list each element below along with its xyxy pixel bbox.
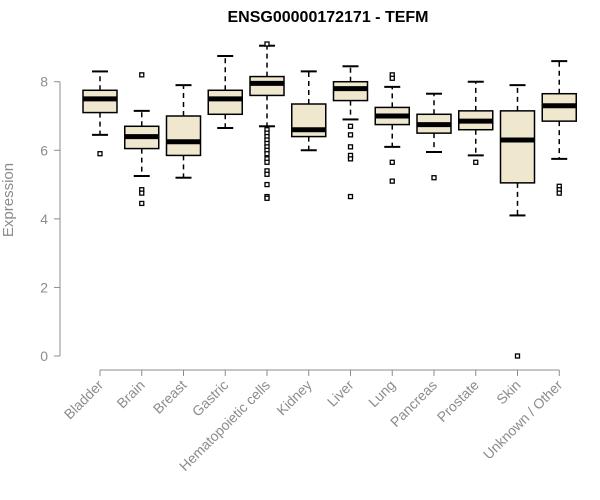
outlier-point — [473, 159, 479, 165]
box-iqr — [499, 110, 536, 184]
outlier-point — [264, 195, 270, 201]
x-tick-label: Prostate — [434, 377, 482, 425]
outlier-point — [139, 200, 145, 207]
x-tick-label: Lung — [365, 377, 398, 410]
y-tick-label: 6 — [40, 142, 48, 158]
y-tick-label: 8 — [40, 74, 48, 90]
outlier-point — [431, 175, 437, 181]
x-tick-label: Unknown / Other — [480, 377, 566, 463]
box-bladder — [82, 70, 118, 157]
box-liver — [332, 65, 369, 200]
y-tick-label: 0 — [40, 348, 48, 364]
outlier-point — [347, 156, 354, 162]
box-iqr — [82, 89, 118, 114]
box-kidney — [291, 70, 327, 152]
box-iqr — [207, 89, 243, 116]
y-axis-label: Expression — [0, 163, 17, 237]
box-gastric — [207, 55, 243, 129]
box-skin — [499, 84, 536, 359]
box-lung — [374, 72, 410, 184]
chart-title: ENSG00000172171 - TEFM — [228, 9, 429, 26]
outlier-point — [556, 190, 562, 196]
y-tick-label: 4 — [40, 211, 48, 227]
x-tick-label: Kidney — [273, 377, 315, 419]
outlier-point — [347, 193, 354, 200]
outlier-point — [347, 144, 354, 150]
box-breast — [165, 84, 202, 179]
x-tick-label: Skin — [493, 377, 524, 408]
outlier-point — [347, 132, 354, 138]
x-tick-label: Brain — [113, 377, 147, 411]
outlier-point — [264, 171, 270, 177]
outlier-point — [264, 159, 270, 165]
outlier-point — [514, 353, 521, 359]
box-iqr — [332, 80, 369, 102]
box-iqr — [165, 115, 202, 157]
outlier-point — [139, 190, 145, 196]
x-tick-label: Bladder — [61, 377, 107, 423]
y-tick-label: 2 — [40, 279, 48, 295]
x-tick-label: Liver — [324, 377, 357, 410]
box-pancreas — [416, 92, 452, 181]
box-unknown-other — [541, 60, 577, 196]
box-hematopoietic-cells — [249, 41, 285, 201]
outlier-point — [264, 151, 270, 157]
outlier-point — [389, 75, 395, 81]
outlier-point — [389, 178, 395, 184]
y-axis: 0 2 4 6 8 — [40, 74, 61, 364]
outlier-point — [264, 181, 270, 188]
outlier-point — [389, 159, 395, 165]
outlier-point — [139, 72, 145, 78]
outlier-point — [264, 41, 270, 47]
box-series — [82, 41, 577, 359]
box-brain — [124, 72, 160, 207]
outlier-point — [347, 123, 354, 129]
box-iqr — [249, 75, 285, 97]
box-prostate — [458, 80, 494, 165]
x-tick-label: Breast — [150, 377, 190, 417]
outlier-point — [97, 151, 103, 157]
